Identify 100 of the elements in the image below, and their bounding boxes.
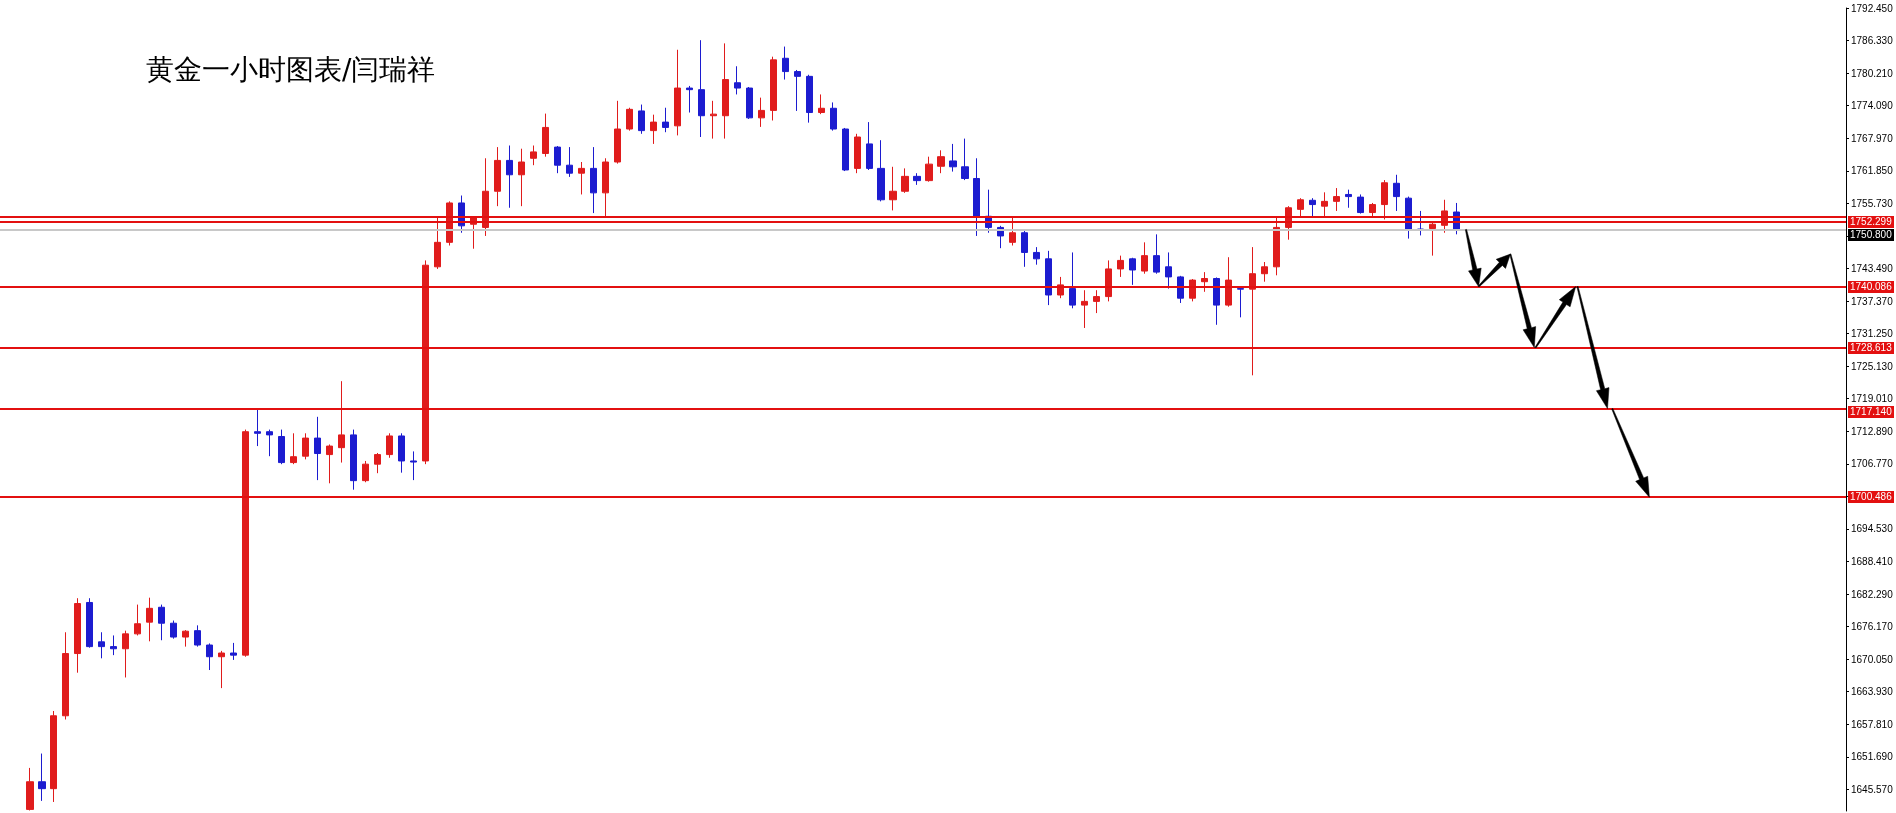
candlestick (134, 604, 141, 636)
y-tick-label: 1694.530 (1851, 523, 1894, 535)
candlestick (1081, 289, 1088, 329)
candlestick (1213, 276, 1220, 326)
candlestick (182, 629, 189, 648)
candlestick (722, 42, 729, 140)
candlestick (806, 74, 813, 124)
y-tick-label: 1767.970 (1851, 132, 1894, 144)
y-tick-label: 1719.010 (1851, 393, 1894, 405)
candlestick (74, 597, 81, 674)
candlestick (98, 631, 105, 659)
text: 黄金一小时图表/闫瑞祥 (146, 52, 436, 86)
y-tick-label: 1792.450 (1851, 2, 1894, 14)
candlestick (494, 146, 501, 207)
y-tick-label: 1761.850 (1851, 165, 1894, 177)
candlestick (26, 767, 34, 811)
candlestick (170, 620, 177, 640)
candlestick (925, 156, 933, 183)
candlestick (1165, 251, 1172, 290)
candlestick (1045, 250, 1052, 306)
candlestick (590, 146, 597, 214)
candlestick (710, 100, 717, 140)
y-tick-label: 1670.050 (1851, 653, 1894, 665)
y-tick-label: 1663.930 (1851, 686, 1894, 698)
y-tick-label: 1737.370 (1851, 295, 1894, 307)
candlestick (674, 49, 681, 136)
y-tick-label: 1688.410 (1851, 555, 1894, 567)
candlestick (854, 133, 861, 174)
candlestick (206, 642, 213, 671)
y-tick-label: 1712.890 (1851, 425, 1894, 437)
candlestick (973, 157, 980, 237)
candlestick (1117, 255, 1124, 278)
candlestick (770, 56, 777, 122)
candlestick (877, 139, 885, 202)
candlestick (278, 429, 285, 465)
candlestick (1141, 241, 1148, 275)
candlestick (218, 650, 225, 689)
ref-line-label: 1700.486 (1848, 491, 1894, 504)
y-tick-label: 1682.290 (1851, 588, 1894, 600)
y-tick-label: 1786.330 (1851, 35, 1894, 47)
candlestick (866, 121, 873, 171)
candlestick (686, 85, 693, 114)
candlestick (518, 148, 525, 207)
y-tick-label: 1676.170 (1851, 621, 1894, 633)
ref-line-label: 1740.086 (1848, 280, 1894, 293)
candlestick (1093, 289, 1100, 314)
candlestick (662, 107, 669, 133)
y-tick-label: 1755.730 (1851, 197, 1894, 209)
candlestick (746, 86, 753, 120)
y-tick-label: 1780.210 (1851, 67, 1894, 79)
candlestick (782, 46, 789, 81)
candlestick (638, 104, 645, 135)
candlestick (626, 107, 633, 132)
candlestick (818, 93, 825, 115)
candlestick (50, 710, 57, 803)
candlestick (1237, 286, 1244, 318)
candlestick (698, 39, 705, 138)
candlestick (1033, 246, 1040, 266)
candlestick (1357, 193, 1364, 215)
y-tick-label: 1725.130 (1851, 360, 1894, 372)
candlestick (110, 634, 117, 656)
candlestick (350, 429, 357, 491)
candlestick (302, 432, 309, 460)
candlestick (506, 145, 513, 209)
candlestick (1345, 189, 1352, 209)
ref-line-label: 1752.299 (1848, 215, 1894, 228)
candlestick (542, 113, 549, 158)
candlestick (362, 460, 369, 483)
candlestick (901, 167, 909, 194)
candlestick (386, 432, 393, 459)
candlestick (398, 432, 405, 474)
candlestick (961, 138, 969, 181)
candlestick (266, 429, 273, 457)
ref-line-label: 1717.140 (1848, 405, 1894, 418)
y-tick-label: 1657.810 (1851, 718, 1894, 730)
y-tick-label: 1645.570 (1851, 783, 1894, 795)
candlestick (650, 114, 657, 145)
candlestick (949, 143, 957, 173)
candlestick (62, 631, 69, 720)
candlestick (530, 145, 537, 166)
candlestick (1333, 187, 1340, 212)
candlestick (254, 409, 261, 447)
candlestick (1153, 233, 1160, 275)
candlestick (554, 145, 561, 174)
y-tick-label: 1731.250 (1851, 328, 1894, 340)
candlestick (194, 624, 201, 648)
candlestick (734, 65, 741, 95)
candlestick (614, 100, 621, 165)
candlestick (326, 443, 333, 484)
ref-line-label: 1728.613 (1848, 341, 1894, 354)
candlestick (889, 166, 897, 211)
candlestick (913, 172, 921, 186)
candlestick (1309, 197, 1316, 219)
candlestick (1393, 174, 1400, 212)
candlestick (758, 97, 765, 128)
candlestick (122, 630, 129, 678)
candlestick (1261, 261, 1268, 283)
candlestick (1177, 275, 1184, 304)
candlestick (830, 101, 837, 132)
candlestick (314, 416, 321, 481)
